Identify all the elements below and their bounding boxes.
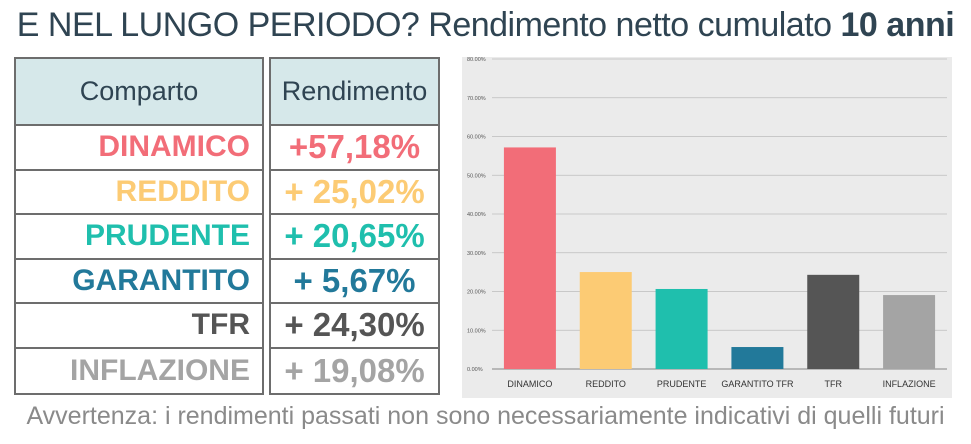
y-tick-label: 30.00% [467,251,486,257]
rendimento-cell: + 20,65% [271,215,438,260]
comparto-cell: GARANTITO [16,260,262,304]
rendimento-cell: + 25,02% [271,171,438,215]
rendimento-cell: + 5,67% [271,260,438,304]
x-tick-label: INFLAZIONE [883,379,936,389]
rendimento-header: Rendimento [271,59,438,126]
comparto-cell: PRUDENTE [16,215,262,260]
rendimento-column: Rendimento +57,18% + 25,02% + 20,65% + 5,67… [269,57,440,395]
page-title: E NEL LUNGO PERIODO? Rendimento netto cu… [0,6,971,45]
bar-inflazione [883,295,936,369]
x-tick-label: REDDITO [586,379,626,389]
comparto-cell: TFR [16,304,262,349]
rendimento-cell: + 19,08% [284,351,425,389]
y-tick-label: 10.00% [467,328,486,334]
bar-tfr [807,274,860,369]
rendimento-cell: +57,18% [271,126,438,171]
bar-prudente [655,288,708,369]
comparto-cell: DINAMICO [16,126,262,171]
comparto-cell: REDDITO [16,171,262,215]
rendimento-cell: + 24,30% [271,304,438,349]
y-tick-label: 60.00% [467,135,486,141]
y-tick-label: 80.00% [467,57,486,63]
title-period: 10 anni [840,6,955,44]
disclaimer-text: Avvertenza: i rendimenti passati non son… [26,402,945,430]
y-tick-label: 50.00% [467,173,486,179]
comparto-header: Comparto [16,59,262,126]
x-tick-label: TFR [825,379,843,389]
y-tick-label: 20.00% [467,290,486,296]
bar-reddito [579,272,632,369]
bar-dinamico [503,147,556,369]
y-tick-label: 40.00% [467,212,486,218]
title-question: E NEL LUNGO PERIODO? [16,6,420,44]
comparto-cell: INFLAZIONE [70,353,250,387]
comparto-column: Comparto DINAMICO REDDITO PRUDENTE GARANTIT… [14,57,264,395]
title-subject: Rendimento netto cumulato [419,6,841,44]
x-tick-label: GARANTITO TFR [721,379,794,389]
bar-chart-svg: 0.00% 10.00% 20.00% 30.00% 40.00% 50.00% 60.00… [467,57,947,389]
y-tick-label: 70.00% [467,96,486,102]
bar-chart: 0.00% 10.00% 20.00% 30.00% 40.00% 50.00% 60.00… [462,57,952,398]
y-tick-label: 0.00% [467,367,483,373]
bar-garantito-tfr [731,347,784,369]
x-tick-label: DINAMICO [507,379,552,389]
x-tick-label: PRUDENTE [657,379,707,389]
